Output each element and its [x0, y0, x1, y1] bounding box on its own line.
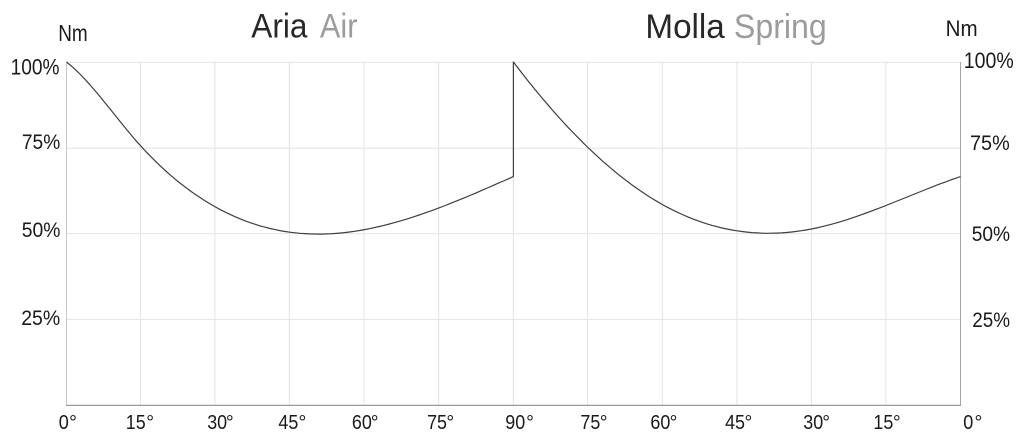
svg-text:°: ° — [822, 412, 830, 434]
svg-text:25%: 25% — [972, 309, 1010, 332]
svg-text:100%: 100% — [11, 55, 60, 80]
svg-text:0: 0 — [963, 412, 973, 434]
svg-text:°: ° — [446, 412, 454, 434]
svg-text:0: 0 — [59, 412, 69, 434]
svg-text:30: 30 — [803, 412, 823, 434]
svg-text:50%: 50% — [972, 223, 1010, 246]
svg-text:30: 30 — [207, 412, 227, 434]
svg-text:60: 60 — [650, 412, 670, 434]
svg-text:Molla: Molla — [645, 8, 724, 46]
svg-text:°: ° — [745, 412, 753, 434]
svg-text:°: ° — [146, 412, 154, 434]
svg-text:50%: 50% — [22, 219, 61, 242]
svg-text:°: ° — [299, 412, 307, 434]
svg-text:75%: 75% — [970, 132, 1010, 155]
svg-text:°: ° — [670, 412, 678, 434]
svg-text:Air: Air — [320, 8, 358, 46]
svg-text:75: 75 — [580, 412, 600, 434]
svg-text:15: 15 — [873, 412, 893, 434]
svg-text:°: ° — [371, 412, 379, 434]
svg-text:Nm: Nm — [58, 20, 87, 46]
svg-text:Spring: Spring — [734, 8, 827, 46]
svg-text:°: ° — [600, 412, 608, 434]
svg-text:45: 45 — [278, 412, 298, 434]
svg-text:15: 15 — [126, 412, 146, 434]
svg-text:°: ° — [893, 412, 901, 434]
svg-text:25%: 25% — [21, 307, 60, 330]
svg-text:75: 75 — [427, 412, 447, 434]
svg-text:Aria: Aria — [251, 8, 307, 46]
svg-text:45: 45 — [725, 412, 745, 434]
svg-text:Nm: Nm — [946, 16, 978, 41]
svg-text:75%: 75% — [22, 131, 60, 154]
svg-text:100%: 100% — [964, 48, 1014, 73]
svg-text:60: 60 — [352, 412, 372, 434]
svg-text:°: ° — [226, 412, 234, 434]
svg-text:°: ° — [526, 412, 534, 434]
svg-text:°: ° — [975, 412, 983, 434]
svg-text:°: ° — [69, 412, 77, 434]
svg-text:90: 90 — [505, 412, 525, 434]
